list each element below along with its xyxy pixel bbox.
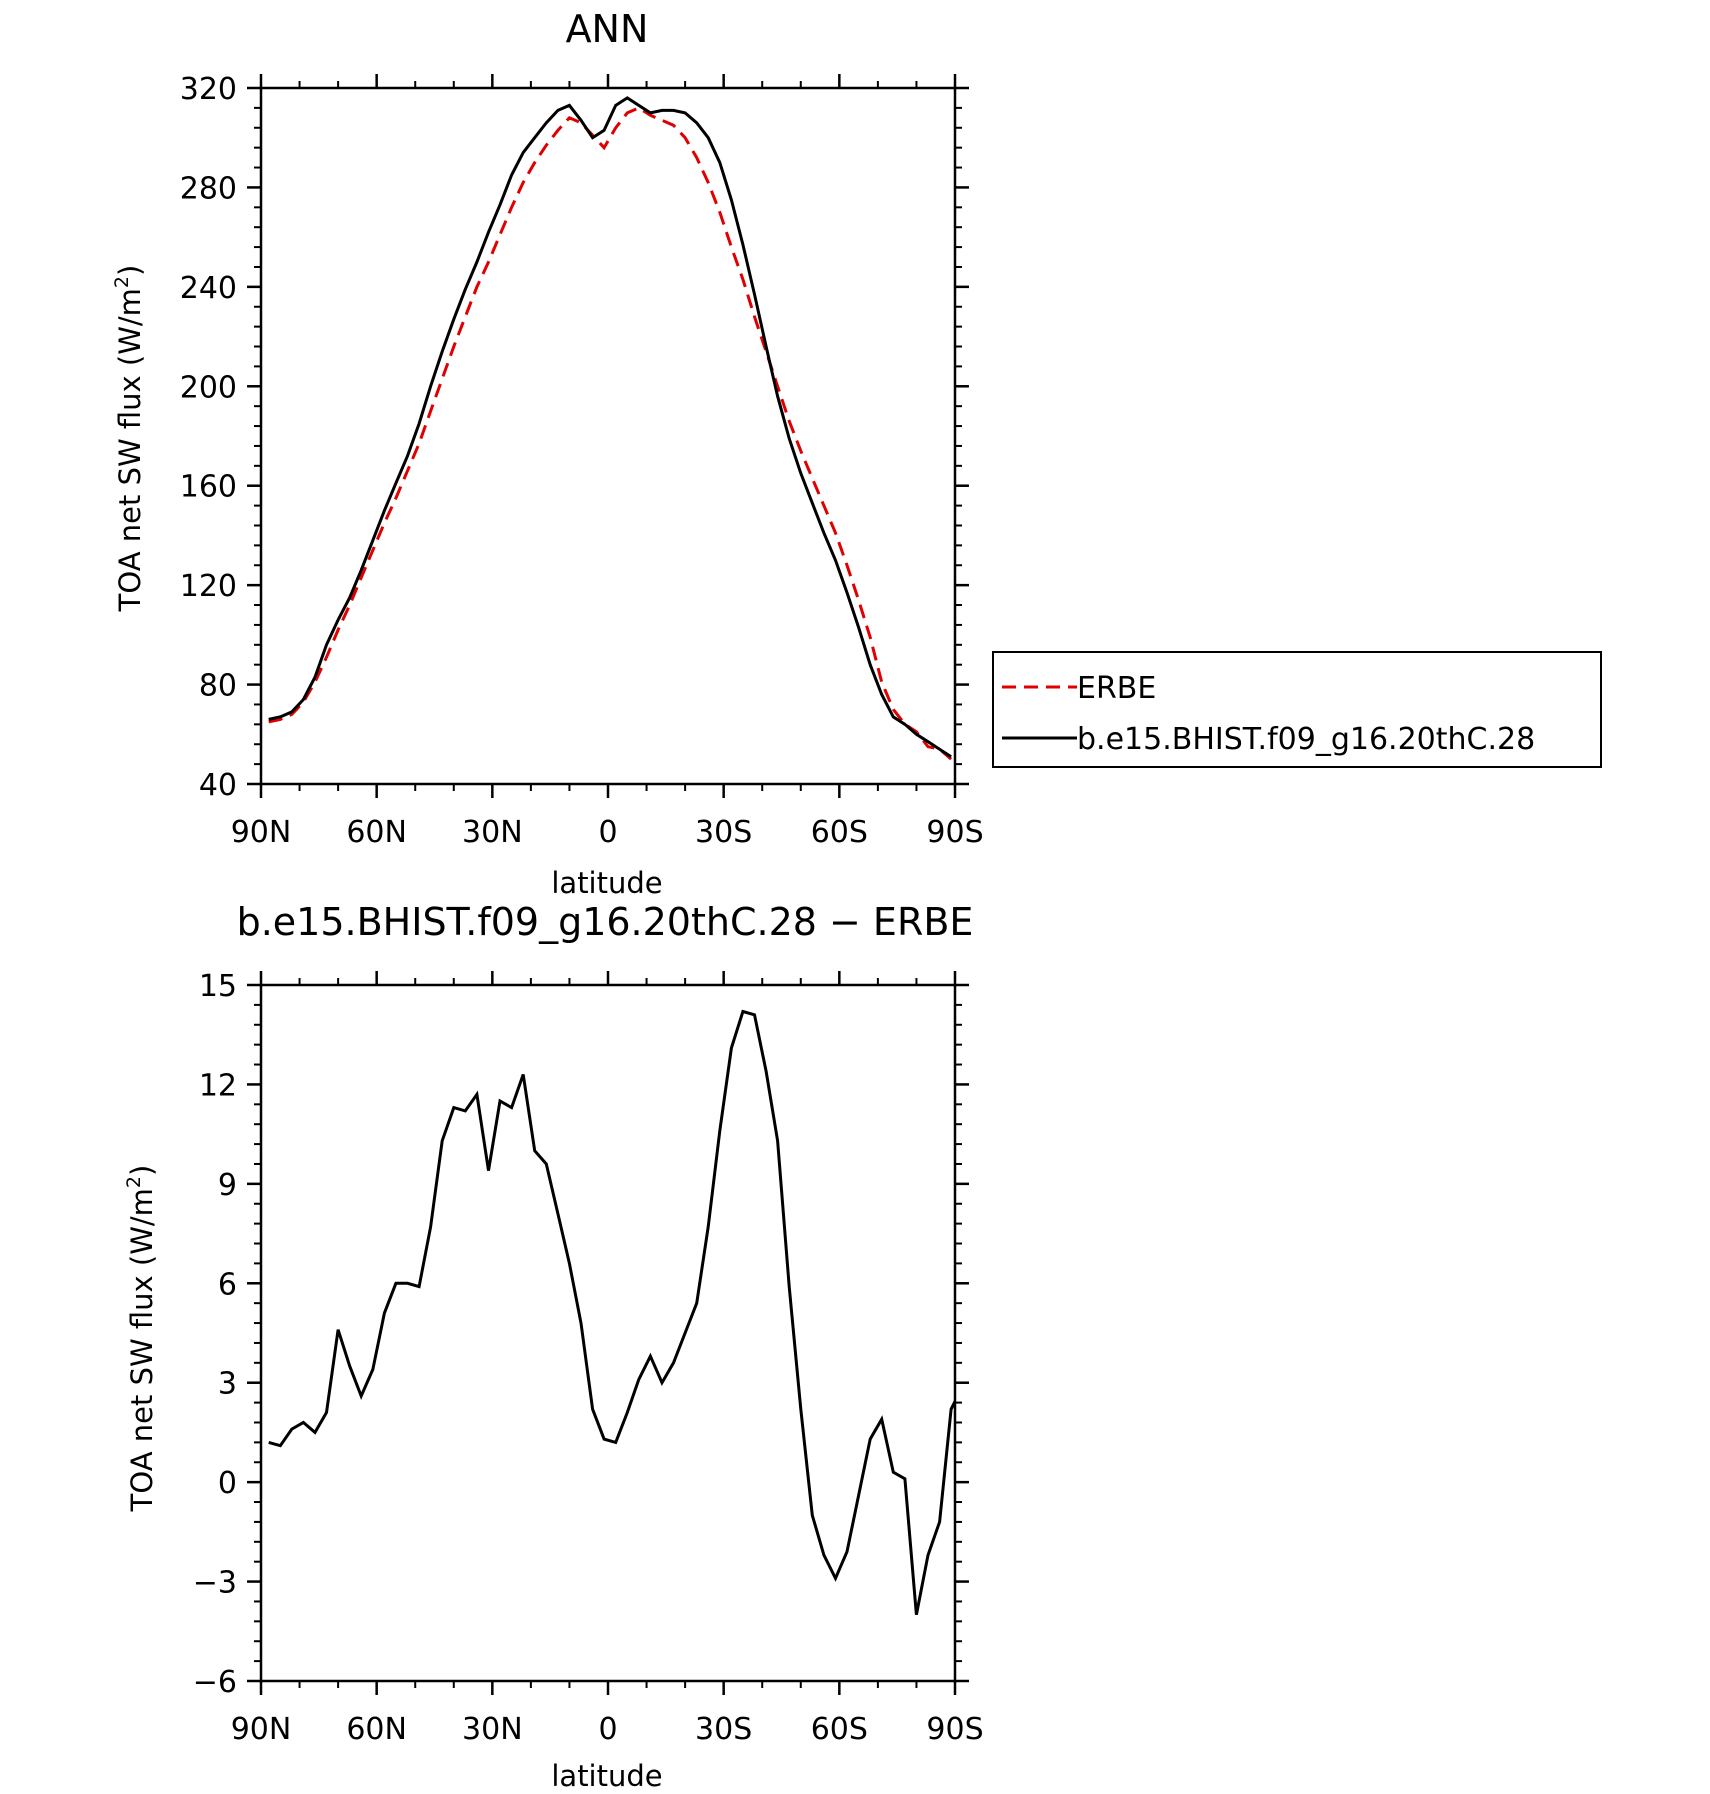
top-chart-title: ANN	[566, 7, 649, 51]
top-chart-y-tick-label: 120	[180, 569, 237, 604]
top-chart-x-tick-label: 90S	[926, 815, 983, 850]
top-chart-y-tick-label: 280	[180, 171, 237, 206]
bottom-chart-y-tick-label: −6	[193, 1665, 237, 1700]
bottom-chart-plot-area: 90N 60N 30N 0 30S 60S 90S −6 −3 0 3 6 9 12 15	[193, 969, 984, 1747]
bottom-chart-y-tick-label: 12	[199, 1068, 237, 1103]
legend: ERBE b.e15.BHIST.f09_g16.20thC.28	[992, 651, 1602, 768]
top-chart-x-tick-label: 60S	[811, 815, 868, 850]
top-chart-x-tick-label: 30S	[695, 815, 752, 850]
bottom-chart-title: b.e15.BHIST.f09_g16.20thC.28 − ERBE	[237, 900, 974, 944]
top-chart-panel: ANN 90N 60N 30N 0 30S 60S 90S 40 80 120 160 200 240 2…	[111, 7, 1602, 900]
top-chart-plot-area: 90N 60N 30N 0 30S 60S 90S 40 80 120 160 200 240 280 32…	[180, 72, 984, 850]
bottom-chart-x-tick-label: 90S	[926, 1712, 983, 1747]
bottom-chart-y-tick-label: 6	[218, 1267, 237, 1302]
top-chart-x-tick-label: 90N	[231, 815, 292, 850]
top-chart-y-axis-title-main: TOA net SW flux (W/m	[113, 288, 147, 612]
top-chart-y-axis-title-sup: 2	[111, 276, 133, 288]
bottom-chart-y-tick-label: 9	[218, 1168, 237, 1203]
top-chart-y-tick-label: 80	[199, 669, 237, 704]
bottom-chart-y-axis-title-sup: 2	[123, 1176, 145, 1188]
bottom-chart-series-line-0	[268, 1009, 955, 1615]
bottom-chart-x-tick-label: 30S	[695, 1712, 752, 1747]
top-chart-series-line-0	[268, 106, 953, 761]
bottom-chart-x-tick-label: 60N	[346, 1712, 407, 1747]
top-chart-y-tick-label: 240	[180, 271, 237, 306]
bottom-chart-y-axis-title: TOA net SW flux (W/m2)	[123, 1165, 159, 1513]
top-chart-y-tick-label: 200	[180, 370, 237, 405]
bottom-chart-y-tick-label: 3	[218, 1367, 237, 1402]
top-chart-y-tick-label: 160	[180, 470, 237, 505]
bottom-chart-y-axis-title-close: )	[125, 1165, 159, 1176]
bottom-chart-x-tick-label: 90N	[231, 1712, 292, 1747]
top-chart-x-tick-label: 0	[598, 815, 617, 850]
bottom-chart-y-tick-label: 0	[218, 1466, 237, 1501]
bottom-chart-y-tick-label: −3	[193, 1566, 237, 1601]
bottom-chart-y-axis-title-main: TOA net SW flux (W/m	[125, 1188, 159, 1512]
top-chart-y-tick-label: 40	[199, 768, 237, 803]
top-chart-frame	[259, 86, 957, 786]
bottom-chart-frame	[259, 983, 957, 1683]
top-chart-y-axis-title-close: )	[113, 265, 147, 276]
top-chart-x-tick-label: 30N	[462, 815, 523, 850]
top-chart-series-line-1	[268, 96, 952, 758]
top-chart-y-tick-label: 320	[180, 72, 237, 107]
top-chart-y-axis-title: TOA net SW flux (W/m2)	[111, 265, 147, 613]
bottom-chart-panel: b.e15.BHIST.f09_g16.20thC.28 − ERBE 90N 6…	[123, 900, 984, 1793]
bottom-chart-x-axis-title: latitude	[551, 1759, 662, 1793]
bottom-chart-y-tick-label: 15	[199, 969, 237, 1004]
top-chart-x-tick-label: 60N	[346, 815, 407, 850]
legend-label-erbe: ERBE	[1077, 671, 1156, 706]
bottom-chart-x-tick-label: 30N	[462, 1712, 523, 1747]
top-chart-x-axis-title: latitude	[551, 866, 662, 900]
legend-label-model: b.e15.BHIST.f09_g16.20thC.28	[1077, 722, 1535, 757]
bottom-chart-x-tick-label: 60S	[811, 1712, 868, 1747]
bottom-chart-x-tick-label: 0	[598, 1712, 617, 1747]
legend-box	[992, 651, 1602, 768]
